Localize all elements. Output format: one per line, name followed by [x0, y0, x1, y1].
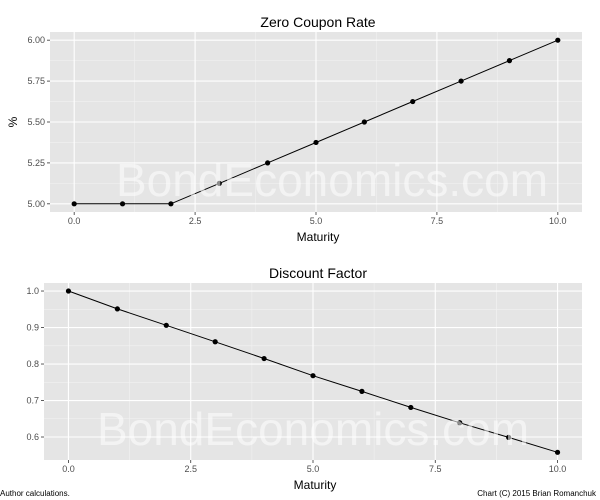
footer-source: Author calculations. [0, 489, 70, 498]
zero-coupon-rate-chart: Zero Coupon Rate BondEconomics.com 0.0 2.… [6, 14, 582, 244]
x-tick-label: 2.5 [189, 216, 202, 226]
y-tick-label: 0.8 [26, 359, 39, 369]
data-point [410, 98, 416, 105]
y-tick-label: 0.6 [26, 432, 39, 442]
watermark: BondEconomics.com [97, 403, 529, 455]
footer-copyright: Chart (C) 2015 Brian Romanchuk [477, 489, 597, 498]
chart-title: Discount Factor [269, 265, 367, 281]
x-tick-label: 10.0 [549, 216, 567, 226]
series [71, 37, 561, 207]
x-axis-title: Maturity [294, 478, 337, 492]
y-tick-label: 0.7 [26, 396, 39, 406]
watermark: BondEconomics.com [116, 154, 548, 206]
x-tick-label: 0.0 [68, 216, 81, 226]
y-tick-label: 6.00 [27, 35, 45, 45]
data-point [119, 201, 126, 207]
data-point [163, 322, 169, 328]
data-point [506, 58, 513, 64]
data-point [408, 404, 414, 411]
y-tick-label: 0.9 [26, 323, 39, 333]
y-axis-title: % [6, 116, 20, 127]
x-tick-label: 0.0 [62, 464, 75, 474]
x-tick-label: 7.5 [429, 464, 442, 474]
axis-ticks: 0.0 2.5 5.0 7.5 10.0 0.6 0.7 0.8 0.9 1.0 [26, 286, 566, 474]
x-axis-title: Maturity [297, 230, 340, 244]
data-point [457, 420, 463, 426]
discount-factor-chart: Discount Factor BondEconomics.com 0.0 2.5… [26, 265, 582, 492]
data-point [216, 180, 222, 186]
data-point [555, 37, 561, 43]
data-point [114, 306, 120, 312]
data-point [554, 449, 561, 455]
data-point [261, 355, 267, 362]
data-point [310, 373, 316, 379]
chart-title: Zero Coupon Rate [260, 14, 375, 30]
x-tick-label: 5.0 [307, 464, 320, 474]
axis-ticks: 0.0 2.5 5.0 7.5 10.0 5.00 5.25 5.50 5.75 6.00 [27, 35, 566, 226]
data-point [212, 339, 218, 345]
x-tick-label: 10.0 [549, 464, 567, 474]
data-point [361, 119, 367, 125]
series [65, 288, 561, 455]
data-point [359, 388, 365, 394]
x-tick-label: 2.5 [184, 464, 197, 474]
data-point [65, 288, 72, 294]
data-point [506, 434, 512, 440]
y-tick-label: 5.00 [27, 199, 45, 209]
data-point [265, 160, 271, 166]
x-tick-label: 7.5 [431, 216, 444, 226]
x-tick-label: 5.0 [310, 216, 323, 226]
data-point [313, 139, 319, 146]
data-point [71, 201, 77, 207]
data-point [168, 201, 174, 207]
data-point [458, 78, 464, 84]
grid-lines [44, 283, 582, 460]
y-tick-label: 5.25 [27, 158, 45, 168]
y-tick-label: 5.50 [27, 117, 45, 127]
y-tick-label: 1.0 [26, 286, 39, 296]
y-tick-label: 5.75 [27, 76, 45, 86]
grid-lines [50, 32, 582, 212]
